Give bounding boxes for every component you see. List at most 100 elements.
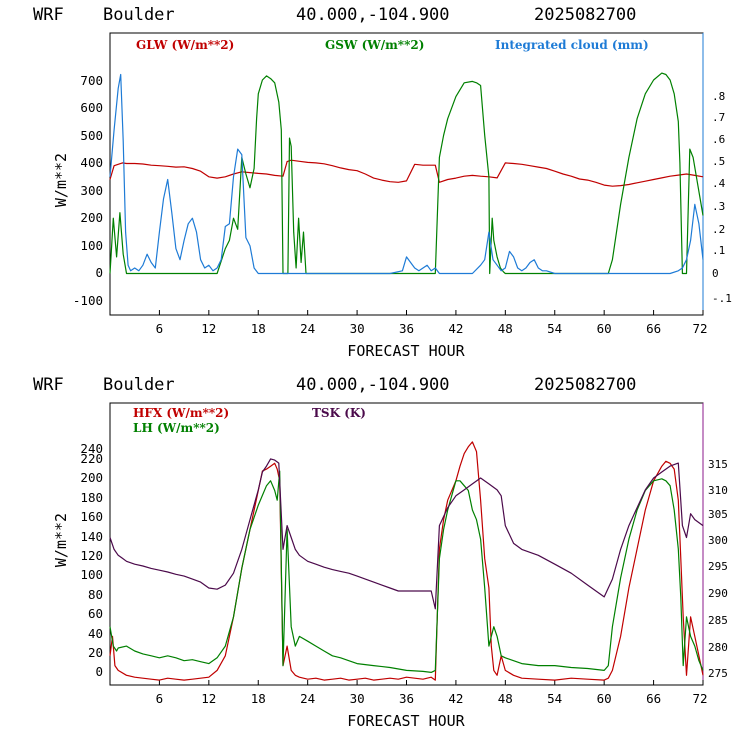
y-tick-label: 220 [80,451,103,466]
y-tick-label: 140 [80,529,103,544]
x-tick-label: 6 [156,321,164,336]
y-tick-label: 700 [80,73,103,88]
right-tick-label: 305 [708,508,728,521]
right-tick-label: 275 [708,667,728,680]
legend-glw: GLW (W/m**2) [136,38,234,52]
y-tick-label: 100 [80,567,103,582]
x-tick-label: 12 [201,691,216,706]
y-tick-label: 240 [80,441,103,456]
x-tick-label: 24 [300,691,315,706]
x-tick-label: 12 [201,321,216,336]
right-tick-label: 280 [708,641,728,654]
panel-2-header-model: WRF [33,375,64,395]
x-tick-label: 6 [156,691,164,706]
panel-2-right-ticks: 275 280 285 290 295 300 305 310 315 [708,458,728,680]
panel-1-right-ticks: -.1 0 .1 .2 .3 .4 .5 .6 .7 .8 [712,90,732,305]
panel-2-plot-frame [109,402,704,686]
right-tick-label: 300 [708,534,728,547]
panel-2-header-date: 2025082700 [534,375,636,395]
x-tick-label: 72 [692,321,707,336]
y-tick-label: 200 [80,470,103,485]
right-tick-label: 285 [708,614,728,627]
panel-1-x-axis-label: FORECAST HOUR [347,342,465,360]
right-tick-label: 0 [712,267,719,280]
x-tick-label: 72 [692,691,707,706]
panel-1-series [109,72,704,315]
y-tick-label: 500 [80,128,103,143]
legend-hfx: HFX (W/m**2) [133,406,229,420]
y-tick-label: 120 [80,548,103,563]
right-tick-label: .1 [712,244,725,257]
panel-2-header-coords: 40.000,-104.900 [296,375,450,395]
panel-2-series [109,441,704,685]
x-tick-label: 30 [350,691,365,706]
y-tick-label: -100 [73,293,103,308]
legend-integrated-cloud: Integrated cloud (mm) [495,38,649,52]
x-tick-label: 36 [399,321,414,336]
panel-2-header-station: Boulder [103,375,175,395]
series-line-gsw [109,72,704,275]
right-tick-label: .4 [712,177,726,190]
x-tick-label: 42 [448,321,463,336]
right-tick-label: 315 [708,458,728,471]
panel-2-x-axis-label: FORECAST HOUR [347,712,465,730]
series-line-tsk [109,458,704,610]
x-tick-label: 18 [251,321,266,336]
x-tick-label: 60 [597,321,612,336]
x-tick-label: 42 [448,691,463,706]
panel-radiation: WRF Boulder 40.000,-104.900 2025082700 G… [33,5,732,360]
panel-1-header-date: 2025082700 [534,5,636,25]
y-tick-label: 80 [88,587,103,602]
y-tick-label: 0 [95,265,103,280]
x-tick-label: 66 [646,691,661,706]
series-line-lh [109,470,704,674]
series-line-integrated [109,73,704,275]
right-tick-label: 290 [708,587,728,600]
x-tick-label: 18 [251,691,266,706]
right-tick-label: .5 [712,155,725,168]
panel-1-header-model: WRF [33,5,64,25]
x-tick-label: 60 [597,691,612,706]
panel-1-x-ticks: 6 12 18 24 30 36 42 48 54 60 66 72 [156,321,708,336]
y-tick-label: 40 [88,626,103,641]
y-tick-label: 60 [88,606,103,621]
right-tick-label: .2 [712,223,725,236]
x-tick-label: 48 [498,691,513,706]
panel-2-y-axis-label: W/m**2 [52,513,70,567]
x-tick-label: 48 [498,321,513,336]
y-tick-label: 180 [80,490,103,505]
right-tick-label: .8 [712,90,725,103]
panel-1-y-axis-label: W/m**2 [52,153,70,207]
right-tick-label: 310 [708,484,728,497]
y-tick-label: 100 [80,238,103,253]
right-tick-label: -.1 [712,292,732,305]
x-tick-label: 30 [350,321,365,336]
panel-1-header-station: Boulder [103,5,175,25]
y-tick-label: 160 [80,509,103,524]
panel-1-plot-frame [109,32,704,316]
x-tick-label: 54 [547,691,562,706]
y-tick-label: 300 [80,183,103,198]
y-tick-label: 200 [80,210,103,225]
right-tick-label: .6 [712,133,725,146]
y-tick-label: 400 [80,155,103,170]
panel-1-header-coords: 40.000,-104.900 [296,5,450,25]
series-line-hfx [109,441,704,681]
right-tick-label: .7 [712,111,725,124]
x-tick-label: 24 [300,321,315,336]
x-tick-label: 36 [399,691,414,706]
x-tick-label: 54 [547,321,562,336]
legend-gsw: GSW (W/m**2) [325,38,424,52]
y-tick-label: 600 [80,100,103,115]
panel-fluxes: WRF Boulder 40.000,-104.900 2025082700 H… [33,375,728,730]
legend-tsk: TSK (K) [312,406,366,420]
y-tick-label: 0 [95,664,103,679]
series-line-glw [109,159,704,187]
legend-lh: LH (W/m**2) [133,421,220,435]
right-tick-label: 295 [708,560,728,573]
panel-2-y-ticks: 0 20 40 60 80 100 120 140 160 180 200 22… [80,441,103,679]
right-tick-label: .3 [712,200,725,213]
panel-1-y-ticks: -100 0 100 200 300 400 500 600 700 [73,73,103,308]
y-tick-label: 20 [88,645,103,660]
